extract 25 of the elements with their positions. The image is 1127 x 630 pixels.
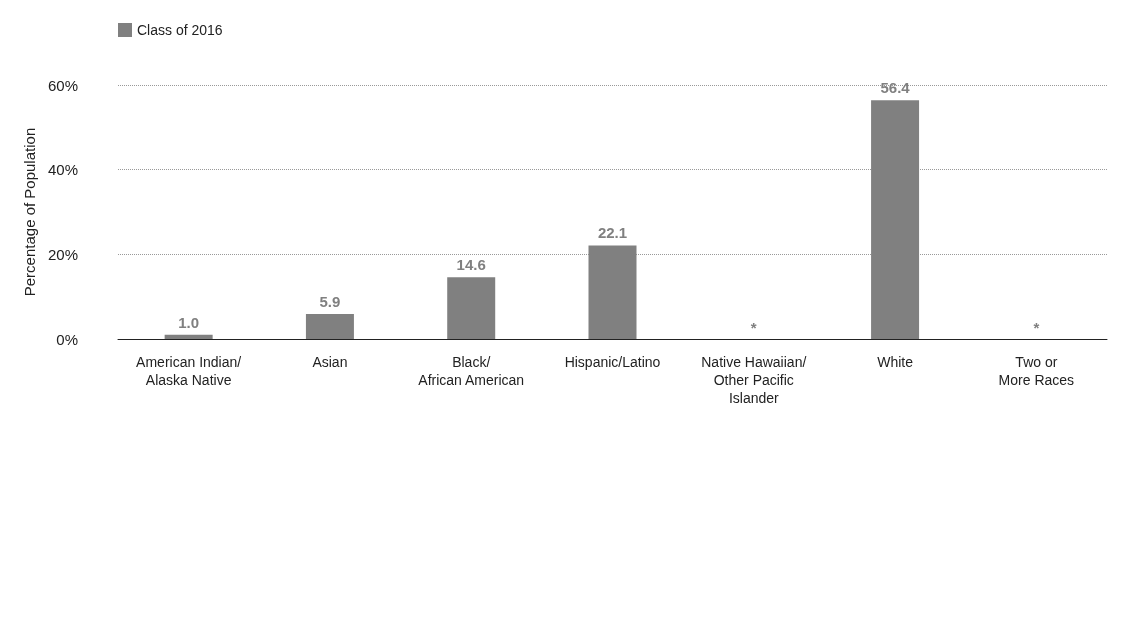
bar [305, 314, 354, 339]
y-tick-label: 60% [47, 76, 78, 94]
x-tick-label: Hispanic/Latino [564, 354, 661, 370]
data-label: 14.6 [456, 256, 486, 274]
bar [588, 245, 637, 339]
x-tick-label: White [877, 354, 914, 370]
bar [164, 334, 213, 339]
x-tick-label: Native Hawaiian/ Other Pacific Islander [701, 354, 807, 406]
x-tick-label: Asian [312, 354, 348, 370]
bar [871, 100, 920, 339]
data-label: 5.9 [319, 293, 341, 311]
x-tick-label: Two or More Races [998, 354, 1075, 388]
x-tick-label: Black/ African American [418, 354, 525, 388]
data-label: 56.4 [880, 79, 911, 97]
bar [447, 277, 496, 339]
y-tick-label: 40% [47, 161, 78, 179]
x-tick-label: American Indian/ Alaska Native [136, 354, 242, 388]
text: * [1033, 319, 1040, 336]
y-tick-label: 20% [47, 245, 78, 263]
legend-label: Class of 2016 [137, 22, 223, 38]
data-label: 22.1 [597, 224, 628, 242]
y-tick-label: 0% [56, 330, 78, 348]
text: * [750, 319, 757, 336]
data-label: 1.0 [178, 313, 200, 331]
y-axis-title: Percentage of Population [21, 127, 39, 297]
